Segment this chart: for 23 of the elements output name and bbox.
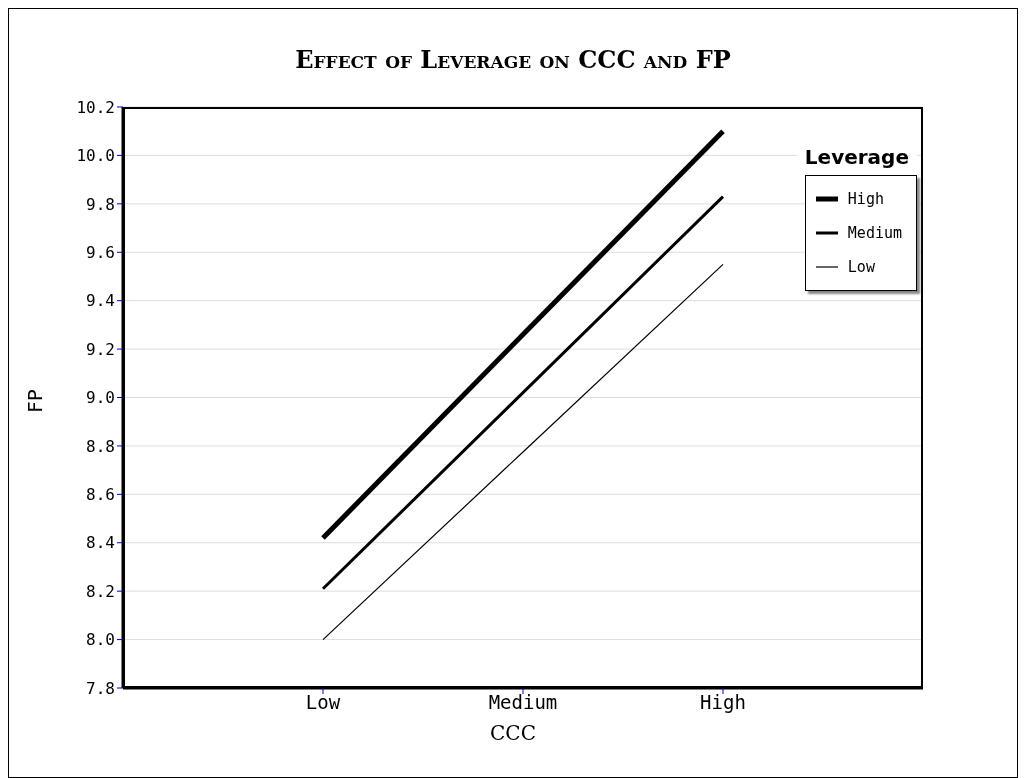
x-tick-label: Low [305,691,341,714]
y-tick-label: 9.0 [86,388,115,408]
x-axis-title: CCC [489,721,537,745]
y-tick-label: 8.8 [86,436,115,456]
y-tick-label: 9.2 [86,339,115,359]
y-tick-label: 10.2 [76,97,115,117]
y-tick-label: 9.4 [86,291,115,311]
legend-label: Medium [847,224,903,242]
x-tick-label: High [700,691,746,714]
y-tick-label: 8.0 [86,630,115,650]
y-axis-title: FP [22,389,47,413]
legend-title: Leverage [796,139,917,175]
legend-label: High [847,190,884,208]
y-tick-label: 10.0 [76,146,115,166]
y-tick-label: 9.8 [86,194,115,214]
x-tick-label: Medium [488,691,558,714]
y-tick-label: 9.6 [86,242,115,262]
y-tick-label: 8.4 [86,533,115,553]
y-tick-label: 8.6 [86,485,115,505]
chart-title: Effect of Leverage on CCC and FP [294,45,732,74]
legend-label: Low [847,258,875,276]
y-tick-label: 8.2 [86,581,115,601]
y-tick-label: 7.8 [86,678,115,698]
